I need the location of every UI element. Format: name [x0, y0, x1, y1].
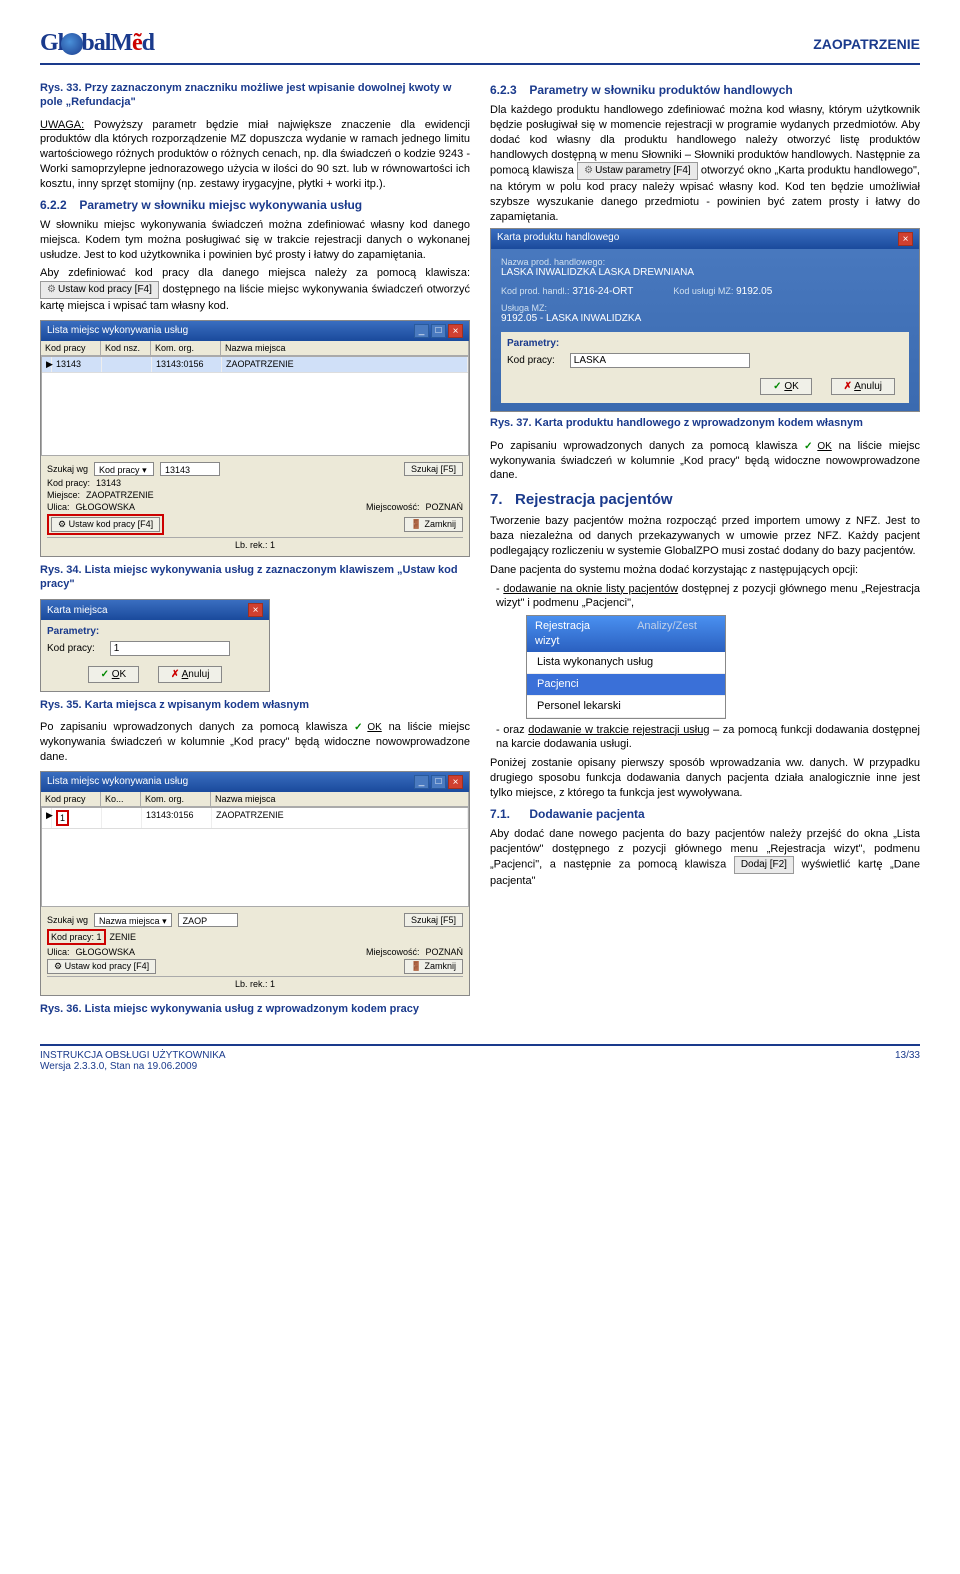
list-row[interactable]: ▶ 13143 13143:0156 ZAOPATRZENIE [42, 357, 468, 373]
p-71-1: Aby dodać dane nowego pacjenta do bazy p… [490, 827, 920, 889]
menu-item-lista[interactable]: Lista wykonanych usług [527, 652, 725, 674]
menu-tab-rejestracja[interactable]: Rejestracja wizyt [535, 619, 617, 649]
list-window-1: Lista miejsc wykonywania usług _□× Kod p… [40, 320, 470, 557]
p-after-37: Po zapisaniu wprowadzonych danych za pom… [490, 439, 920, 484]
ustaw-parametry-button-inline: ⚙Ustaw parametry [F4] [577, 162, 698, 180]
fig-36-caption: Rys. 36. Lista miejsc wykonywania usług … [40, 1002, 470, 1016]
window-title-bar: Lista miejsc wykonywania usług _□× [41, 321, 469, 341]
header-section-title: ZAOPATRZENIE [813, 36, 920, 52]
ok-button[interactable]: ✓ OOKK [88, 666, 140, 683]
menu-tab-analizy[interactable]: Analizy/Zest [637, 619, 697, 649]
close-icon[interactable]: × [898, 232, 913, 246]
list-window-2: Lista miejsc wykonywania usług _□× Kod p… [40, 771, 470, 996]
szukaj-field-select[interactable]: Kod pracy ▾ [94, 462, 154, 476]
p-7-3: Poniżej zostanie opisany pierwszy sposób… [490, 756, 920, 801]
zamknij-button[interactable]: 🚪 Zamknij [404, 517, 463, 532]
option-2: oraz dodawanie w trakcie rejestracji usł… [496, 723, 920, 753]
anuluj-button[interactable]: ✗ Anuluj [158, 666, 222, 683]
karta-produktu-dialog: Karta produktu handlowego × Nazwa prod. … [490, 228, 920, 412]
p-7-2: Dane pacjenta do systemu można dodać kor… [490, 563, 920, 578]
section-6-2-2-heading: 6.2.2 Parametry w słowniku miejsc wykony… [40, 198, 470, 212]
fig-37-caption: Rys. 37. Karta produktu handlowego z wpr… [490, 416, 920, 430]
close-icon[interactable]: × [248, 603, 263, 617]
footer-manual-title: INSTRUKCJA OBSŁUGI UŻYTKOWNIKA [40, 1050, 226, 1061]
page-footer: INSTRUKCJA OBSŁUGI UŻYTKOWNIKA Wersja 2.… [40, 1044, 920, 1072]
menu-item-personel[interactable]: Personel lekarski [527, 696, 725, 718]
ok-button[interactable]: ✓ OK [760, 378, 812, 395]
ustaw-kod-pracy-button-inline: ⚙Ustaw kod pracy [F4] [40, 281, 159, 299]
szukaj-value-input[interactable]: ZAOP [178, 913, 238, 927]
szukaj-field-select[interactable]: Nazwa miejsca ▾ [94, 913, 172, 927]
p-622-2: Aby zdefiniować kod pracy dla danego mie… [40, 266, 470, 313]
uwaga-paragraph: UWAGA: Powyższy parametr będzie miał naj… [40, 118, 470, 192]
logo: GlbalMẽd [40, 30, 154, 57]
right-column: 6.2.3 Parametry w słowniku produktów han… [490, 77, 920, 1024]
p-7-1: Tworzenie bazy pacjentów można rozpocząć… [490, 514, 920, 559]
fig-34-caption: Rys. 34. Lista miejsc wykonywania usług … [40, 563, 470, 592]
p-after-35: Po zapisaniu wprowadzonych danych za pom… [40, 720, 470, 765]
section-7-1-heading: 7.1. Dodawanie pacjenta [490, 807, 920, 821]
option-1: dodawanie na oknie listy pacjentów dostę… [496, 582, 920, 719]
dodaj-button-inline: Dodaj [F2] [734, 856, 794, 874]
ustaw-kod-pracy-button[interactable]: ⚙ Ustaw kod pracy [F4] [47, 959, 156, 974]
footer-version: Wersja 2.3.3.0, Stan na 19.06.2009 [40, 1061, 226, 1072]
left-column: Rys. 33. Przy zaznaczonym znaczniku możl… [40, 77, 470, 1024]
fig-33-caption: Rys. 33. Przy zaznaczonym znaczniku możl… [40, 81, 470, 110]
list-header-row: Kod pracy Kod nsz. Kom. org. Nazwa miejs… [41, 341, 469, 356]
szukaj-button[interactable]: Szukaj [F5] [404, 462, 463, 476]
menu-dropdown-screenshot: Rejestracja wizyt Analizy/Zest Lista wyk… [526, 615, 726, 718]
dialog-title: Karta miejsca [47, 605, 108, 616]
page-number: 13/33 [895, 1050, 920, 1072]
szukaj-value-input[interactable]: 13143 [160, 462, 220, 476]
kod-pracy-input[interactable] [110, 641, 230, 656]
karta-miejsca-dialog: Karta miejsca × Parametry: Kod pracy: ✓ … [40, 599, 270, 692]
ok-inline-button: ✓ OK [804, 440, 832, 454]
fig-35-caption: Rys. 35. Karta miejsca z wpisanym kodem … [40, 698, 470, 712]
section-6-2-3-heading: 6.2.3 Parametry w słowniku produktów han… [490, 83, 920, 97]
close-icon[interactable]: × [448, 324, 463, 338]
section-7-heading: 7. Rejestracja pacjentów [490, 491, 920, 508]
p-622-1: W słowniku miejsc wykonywania świadczeń … [40, 218, 470, 263]
p-623-1: Dla każdego produktu handlowego zdefinio… [490, 103, 920, 224]
ok-inline-button: ✓ OK [354, 721, 382, 735]
close-icon[interactable]: × [448, 775, 463, 789]
zamknij-button[interactable]: 🚪 Zamknij [404, 959, 463, 974]
szukaj-button[interactable]: Szukaj [F5] [404, 913, 463, 927]
ustaw-kod-pracy-button-highlighted[interactable]: ⚙ Ustaw kod pracy [F4] [47, 514, 164, 535]
kod-pracy-input[interactable] [570, 353, 750, 368]
page-header: GlbalMẽd ZAOPATRZENIE [40, 30, 920, 65]
list-row[interactable]: ▶ 1 13143:0156 ZAOPATRZENIE [42, 808, 468, 829]
anuluj-button[interactable]: ✗ Anuluj [831, 378, 895, 395]
menu-item-pacjenci[interactable]: Pacjenci [527, 674, 725, 696]
